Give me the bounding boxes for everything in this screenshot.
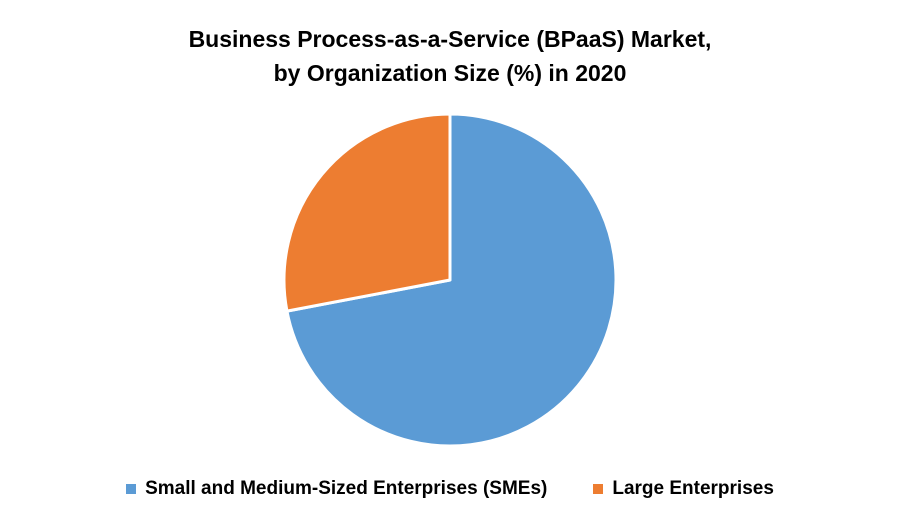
chart-title-line-1: Business Process-as-a-Service (BPaaS) Ma… (188, 26, 712, 52)
chart-title: Business Process-as-a-Service (BPaaS) Ma… (0, 22, 900, 90)
legend-label-large-enterprises: Large Enterprises (612, 478, 774, 499)
legend-swatch-smes (126, 484, 137, 494)
legend-label-smes: Small and Medium-Sized Enterprises (SMEs… (145, 478, 548, 499)
legend-item-smes: Small and Medium-Sized Enterprises (SMEs… (126, 478, 547, 500)
chart-legend: Small and Medium-Sized Enterprises (SMEs… (0, 478, 900, 500)
chart-title-line-2: by Organization Size (%) in 2020 (273, 60, 627, 86)
legend-item-large-enterprises: Large Enterprises (593, 478, 774, 500)
legend-swatch-large-enterprises (593, 484, 604, 494)
pie-slice-large-enterprises (282, 112, 452, 313)
